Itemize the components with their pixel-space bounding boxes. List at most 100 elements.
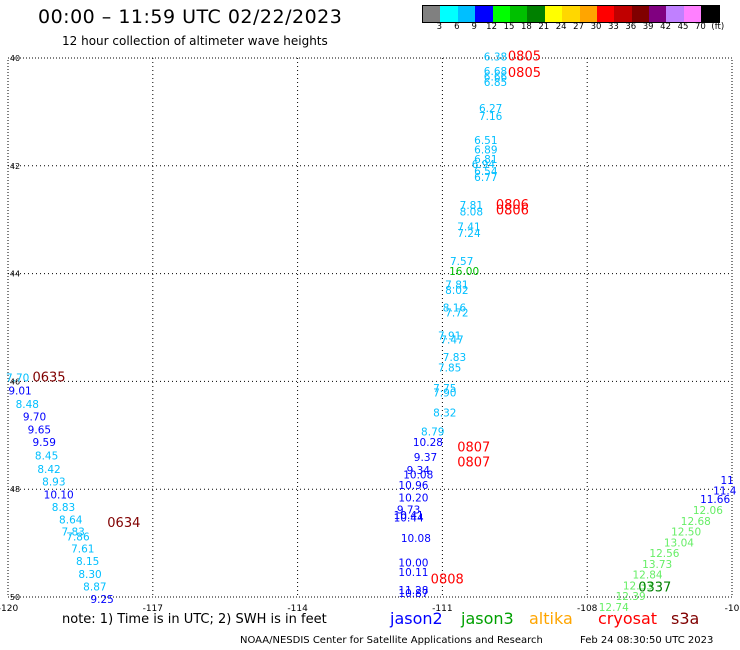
- wave-height-value: 8.87: [83, 582, 106, 594]
- wave-height-value: 6.77: [474, 172, 497, 184]
- wave-height-value: 7.86: [66, 531, 90, 543]
- scale-swatch: [457, 6, 476, 22]
- scale-swatch: [562, 6, 580, 22]
- longitude-tick-label: -10: [725, 604, 740, 614]
- wave-height-value: 10.00: [398, 557, 428, 569]
- satellite-legend-entry: jason2: [390, 609, 443, 628]
- scale-swatch: [649, 6, 667, 22]
- wave-height-value: 8.83: [52, 502, 75, 514]
- wave-height-value: 10.11: [398, 567, 428, 579]
- pass-time-label: 0807: [457, 456, 490, 471]
- wave-height-value: 7.70: [6, 372, 29, 384]
- pass-time-label: 0806: [496, 198, 529, 213]
- wave-height-value: 7.47: [440, 335, 463, 347]
- wave-height-value: 8.02: [445, 285, 468, 297]
- wave-height-value: 10.87: [398, 588, 428, 600]
- latitude-tick-label: 46: [10, 377, 20, 386]
- wave-height-value: 8.32: [433, 407, 456, 419]
- satellite-legend-entry: jason3: [461, 609, 514, 628]
- scale-label: 15: [503, 22, 515, 32]
- wave-height-value: 10.41: [394, 510, 424, 522]
- scale-label: 36: [625, 22, 637, 32]
- wave-height-value: 10.28: [413, 437, 443, 449]
- wave-height-value: 6.51: [474, 135, 497, 147]
- scale-label: 9: [471, 22, 477, 32]
- wave-height-value: 7.81: [460, 200, 483, 212]
- wave-height-value: 6.89: [474, 144, 497, 156]
- latitude-tick-label: 44: [10, 270, 20, 279]
- longitude-tick-label: -117: [143, 604, 163, 614]
- pass-time-label: 0805: [508, 66, 541, 81]
- footnote: note: 1) Time is in UTC; 2) SWH is in fe…: [62, 612, 327, 627]
- longitude-tick-label: -114: [287, 604, 308, 614]
- scale-label: 30: [590, 22, 602, 32]
- pass-time-label: 0805: [508, 50, 541, 65]
- scale-label: 18: [520, 22, 532, 32]
- wave-height-value: 12.68: [681, 516, 711, 528]
- generated-timestamp: Feb 24 08:30:50 UTC 2023: [580, 635, 714, 646]
- wave-height-value: 6.54: [474, 166, 498, 178]
- longitude-tick-label: -108: [577, 604, 598, 614]
- longitude-tick-label: -111: [432, 604, 452, 614]
- wave-height-value: 12.33: [623, 580, 653, 592]
- map-frame: [7, 57, 733, 598]
- wave-height-value: 7.83: [61, 527, 84, 539]
- scale-label: 33: [607, 22, 619, 32]
- wave-height-value: 9.70: [23, 412, 46, 424]
- wave-height-value: 11: [720, 475, 733, 487]
- wave-height-value: 6.81: [474, 154, 497, 166]
- wave-height-value: 10.08: [403, 469, 433, 481]
- wave-height-value: 7.91: [438, 330, 461, 342]
- scale-swatch: [492, 6, 510, 22]
- latitude-tick-label: 40: [10, 54, 20, 63]
- wave-height-value: 6.94: [472, 159, 496, 171]
- scale-swatch: [666, 6, 684, 22]
- wave-height-value: 9.59: [33, 437, 56, 449]
- wave-height-value: 6.38: [484, 52, 507, 64]
- scale-label: (ft): [711, 22, 725, 32]
- wave-height-value: 7.90: [433, 387, 456, 399]
- satellite-legend-entry: cryosat: [598, 609, 658, 628]
- wave-height-value: 6.85: [484, 77, 507, 89]
- scale-label: 42: [660, 22, 672, 32]
- pass-time-label: 0337: [638, 581, 671, 596]
- wave-height-value: 9.73: [397, 504, 420, 516]
- scale-swatch: [475, 6, 493, 22]
- scale-label: 39: [642, 22, 654, 32]
- wave-height-value: 7.41: [457, 221, 480, 233]
- latitude-tick-label: 48: [10, 485, 20, 494]
- wave-height-value: 8.64: [59, 515, 83, 527]
- wave-height-value: 11.4: [713, 486, 737, 498]
- wave-height-value: 12.56: [649, 548, 679, 560]
- wave-height-value: 10.96: [398, 480, 428, 492]
- satellite-legend-entry: s3a: [671, 609, 700, 628]
- color-scale-labels: 3 6 9 12 15 18 21 24 27 30 33 36 39 42 45 70 (ft): [422, 22, 740, 34]
- wave-height-value: 9.65: [28, 425, 51, 437]
- wave-height-value: 10.10: [44, 489, 74, 501]
- latitude-tick-label: 42: [10, 162, 20, 171]
- satellite-legend-entry: altika: [529, 609, 573, 628]
- scale-swatch: [579, 6, 597, 22]
- scale-swatch: [614, 6, 632, 22]
- wave-height-value: 8.42: [37, 464, 60, 476]
- color-scale-bar: [422, 5, 720, 23]
- wave-height-value: 9.01: [8, 385, 31, 397]
- scale-swatch: [631, 6, 650, 22]
- scale-label: 3: [436, 22, 443, 32]
- wave-height-value: 8.93: [42, 476, 65, 488]
- wave-height-value: 13.04: [664, 537, 694, 549]
- wave-height-value: 10.44: [394, 513, 424, 525]
- wave-height-value: 12.74: [599, 602, 629, 614]
- scale-swatch: [701, 6, 719, 22]
- wave-height-value: 9.37: [414, 452, 437, 464]
- wave-height-value: 8.30: [78, 569, 101, 581]
- wave-height-value: 6.68: [484, 66, 507, 78]
- wave-height-value: 8.45: [35, 451, 58, 463]
- scale-label: 12: [486, 22, 498, 32]
- wave-height-value: 13.73: [642, 559, 672, 571]
- scale-swatch: [527, 6, 545, 22]
- latitude-tick-label: 50: [10, 593, 20, 602]
- wave-height-value: 12.84: [633, 570, 663, 582]
- wave-height-value: 6.27: [479, 103, 502, 115]
